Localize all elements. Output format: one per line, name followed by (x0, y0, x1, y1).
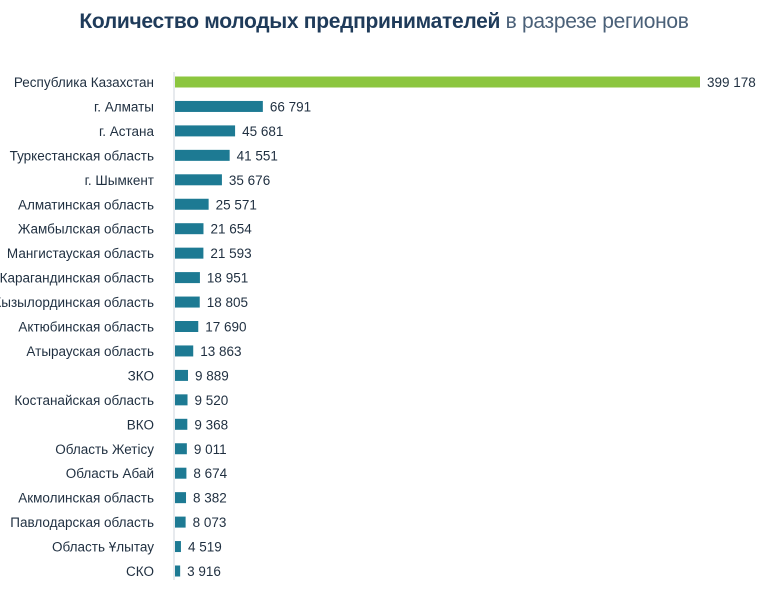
value-label: 8 382 (193, 491, 227, 506)
value-label: 8 674 (193, 466, 227, 481)
bar (175, 467, 187, 479)
bar (175, 149, 230, 161)
bar (175, 565, 181, 577)
value-label: 18 951 (207, 271, 248, 286)
value-label: 4 519 (188, 540, 222, 555)
value-label: 17 690 (205, 320, 246, 335)
chart-title-rest: в разрезе регионов (500, 10, 689, 33)
value-label: 18 805 (207, 295, 248, 310)
value-label: 9 011 (194, 442, 227, 457)
value-label: 13 863 (200, 344, 241, 359)
category-label: Актюбинская область (18, 320, 154, 335)
category-label: Карагандинская область (0, 271, 154, 286)
value-label: 21 654 (210, 222, 252, 237)
value-label: 399 178 (707, 75, 756, 90)
bar (175, 321, 199, 332)
bar (175, 443, 187, 455)
category-label: СКО (126, 564, 154, 579)
bar (175, 174, 222, 186)
category-label: Туркестанская область (10, 148, 154, 163)
value-label: 9 520 (195, 393, 229, 408)
category-label: Костанайская область (14, 393, 154, 408)
bars-group: Республика Казахстан 399 178 г. Алматы 66 7… (0, 75, 756, 579)
bar (175, 198, 209, 210)
bar (175, 223, 204, 235)
category-label: Область Ұлытау (52, 540, 154, 555)
value-label: 3 916 (187, 564, 221, 579)
bar (175, 541, 181, 553)
value-label: 21 593 (210, 246, 251, 261)
category-label: Алматинская область (18, 197, 154, 212)
category-label: Область Жетісу (55, 442, 154, 457)
category-label: г. Шымкент (85, 173, 154, 188)
bar (175, 296, 200, 308)
category-label: Мангистауская область (7, 246, 154, 261)
category-label: ВКО (127, 417, 154, 432)
bar (175, 76, 700, 88)
category-label: г. Алматы (94, 99, 154, 114)
category-label: Кызылординская область (0, 295, 154, 310)
value-label: 9 368 (194, 417, 228, 432)
category-label: Павлодарская область (10, 515, 154, 530)
value-label: 9 889 (195, 368, 229, 383)
bar (175, 492, 187, 504)
value-label: 35 676 (229, 173, 270, 188)
value-label: 25 571 (216, 197, 257, 212)
bar (175, 345, 194, 357)
bar (175, 247, 204, 259)
category-label: Атырауская область (26, 344, 154, 359)
value-label: 45 681 (242, 124, 283, 139)
bar (175, 100, 263, 112)
chart-title: Количество молодых предпринимателей в ра… (0, 10, 768, 34)
category-label: Республика Казахстан (14, 75, 154, 90)
category-label: г. Астана (99, 124, 155, 139)
bar (175, 369, 189, 381)
category-label: Область Абай (66, 466, 154, 481)
value-label: 41 551 (237, 148, 278, 163)
value-label: 8 073 (193, 515, 227, 530)
category-label: Акмолинская область (18, 491, 154, 506)
bar (175, 516, 186, 528)
bar (175, 272, 200, 284)
category-label: Жамбылская область (18, 222, 154, 237)
value-label: 66 791 (270, 99, 311, 114)
bar (175, 125, 236, 137)
bar (175, 394, 188, 406)
chart-title-bold: Количество молодых предпринимателей (79, 10, 501, 33)
bar (175, 418, 188, 430)
category-label: ЗКО (128, 368, 154, 383)
